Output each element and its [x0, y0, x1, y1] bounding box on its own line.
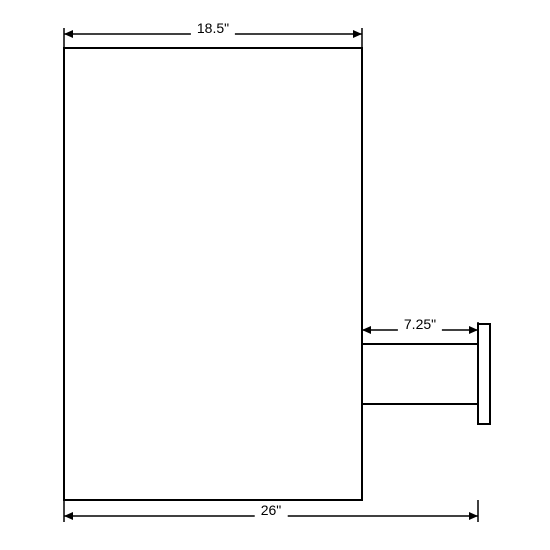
dim-label-shelf: 7.25": [398, 316, 442, 332]
drawing-canvas: 18.5" 7.25" 26": [0, 0, 550, 550]
dim-label-top: 18.5": [191, 20, 235, 36]
drawing-svg: [0, 0, 550, 550]
dim-label-bottom: 26": [255, 502, 288, 518]
